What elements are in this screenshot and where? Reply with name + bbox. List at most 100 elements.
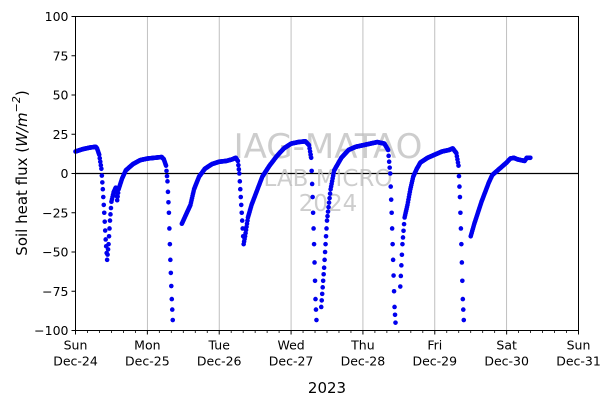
data-point (314, 317, 319, 323)
data-point (101, 202, 107, 208)
data-point (320, 285, 325, 290)
data-point (312, 260, 317, 265)
data-point (460, 296, 466, 302)
data-point (456, 173, 462, 179)
data-point (391, 288, 397, 294)
data-point (324, 226, 329, 231)
data-point (399, 252, 405, 258)
data-point (108, 212, 113, 217)
x-tick-label-day: Fri (427, 338, 442, 353)
data-point (391, 273, 396, 278)
data-point (239, 218, 245, 223)
x-tick-label-date: Dec-25 (125, 354, 170, 369)
data-point (460, 307, 466, 312)
data-point (457, 194, 463, 200)
x-tick-label-date: Dec-30 (484, 354, 529, 369)
data-point (166, 210, 172, 216)
data-point (165, 189, 171, 195)
data-point (325, 209, 331, 214)
data-point (104, 257, 110, 263)
x-tick-label-date: Dec-29 (412, 354, 457, 369)
data-point (458, 226, 464, 231)
y-axis-label-close: ) (13, 90, 31, 96)
data-point (387, 171, 393, 176)
data-point (108, 205, 114, 211)
data-point (390, 257, 396, 263)
data-point (400, 235, 406, 240)
data-point (457, 184, 462, 189)
data-point (318, 304, 324, 310)
y-tick-label: 75 (53, 48, 69, 63)
data-point (105, 247, 111, 252)
data-point (386, 159, 392, 165)
data-point (310, 210, 316, 216)
x-tick-label-day: Mon (134, 338, 160, 353)
data-point (323, 234, 329, 239)
data-point (389, 226, 395, 231)
y-tick-label: −25 (42, 205, 68, 220)
data-point (239, 210, 245, 216)
data-point (97, 159, 103, 165)
data-point (236, 162, 241, 168)
data-point (459, 260, 465, 265)
data-point (99, 166, 104, 172)
data-point (114, 197, 120, 203)
data-point (237, 179, 243, 184)
data-point (98, 162, 104, 168)
data-point (167, 226, 172, 231)
data-point (238, 194, 244, 200)
y-tick-label: −75 (42, 284, 68, 299)
data-point (385, 147, 391, 153)
data-point (168, 257, 173, 263)
data-point (392, 304, 397, 310)
data-point (106, 234, 112, 239)
data-point (320, 278, 326, 284)
data-point (313, 307, 319, 312)
data-point (311, 241, 317, 247)
watermark-line1: IAG-MATAO (234, 127, 423, 167)
data-point (386, 153, 391, 159)
y-tick-label: −50 (42, 245, 68, 260)
data-point (99, 173, 105, 178)
data-point (164, 168, 169, 174)
x-tick-label-day: Sun (567, 338, 591, 353)
y-tick-label: 50 (53, 88, 69, 103)
data-point (237, 186, 243, 192)
data-point (166, 199, 171, 205)
data-point (97, 155, 103, 161)
data-point (322, 257, 327, 263)
data-point (400, 241, 405, 247)
data-point (115, 194, 120, 199)
data-point (96, 152, 102, 157)
x-tick-label-day: Sat (496, 338, 517, 353)
data-point (528, 155, 533, 161)
data-point (102, 228, 108, 233)
data-point (163, 163, 169, 168)
data-point (313, 296, 318, 302)
data-point (312, 278, 318, 284)
data-point (319, 298, 325, 303)
x-axis: SunDec-24MonDec-25TueDec-26WedDec-27ThuD… (53, 330, 601, 369)
data-point (115, 190, 121, 196)
y-tick-label: 25 (53, 127, 69, 142)
data-point (235, 158, 241, 164)
data-point (393, 320, 398, 325)
data-point (398, 273, 404, 279)
data-point (461, 317, 467, 323)
data-point (326, 200, 332, 205)
y-axis-label: Soil heat flux (W/m−2) (10, 90, 31, 255)
y-axis: 100 75 50 25 0 −25 −50 −75 −100 (34, 9, 76, 338)
data-point (164, 173, 170, 179)
data-point (388, 184, 394, 189)
data-point (101, 210, 107, 216)
data-point (169, 307, 175, 312)
data-point (308, 155, 314, 161)
data-point (236, 167, 242, 172)
data-point (310, 194, 315, 200)
data-point (107, 218, 113, 223)
data-point (309, 181, 315, 187)
data-point (324, 218, 330, 223)
y-tick-label: 0 (61, 166, 69, 181)
data-point (102, 219, 108, 224)
data-point (311, 226, 316, 231)
